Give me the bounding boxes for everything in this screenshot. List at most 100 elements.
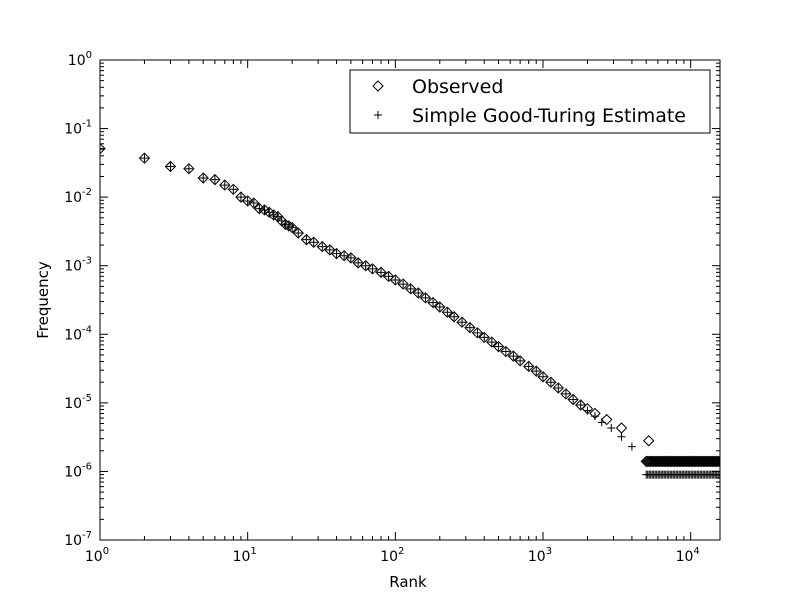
sgt-estimate-point [100,144,104,153]
observed-point [307,236,320,248]
legend-box [349,69,711,134]
observed-point [397,278,409,290]
observed-point [537,371,549,383]
observed-point [514,355,526,367]
y-tick-label-base: 10 [64,190,82,206]
y-tick-label-exp: -2 [82,187,92,198]
observed-point [338,249,350,262]
x-tick-label: 100 [85,546,109,565]
observed-point-tail [715,456,720,466]
sgt-estimate-point [429,298,438,307]
sgt-estimate-point [260,205,269,214]
y-tick-label-exp: -1 [82,119,92,130]
sgt-estimate-point [302,235,311,244]
y-tick-label: 10-7 [64,530,92,549]
sgt-estimate-point [210,175,219,184]
sgt-estimate-point [458,318,467,327]
sgt-estimate-point [538,372,547,381]
sgt-estimate-point [243,196,252,205]
observed-point [324,244,336,256]
y-tick-label: 10-2 [64,187,92,206]
observed-point [600,413,613,426]
sgt-estimate-point [443,308,452,317]
y-tick-label-base: 10 [64,259,82,275]
observed-point [375,266,387,279]
observed-point [227,183,240,196]
sgt-estimate-point [480,333,489,342]
sgt-estimate-point [140,154,149,163]
x-tick-label-base: 10 [676,549,694,565]
observed-point [404,283,417,295]
observed-point [345,252,357,264]
sgt-estimate-point [384,272,393,281]
sgt-estimate-point [249,199,258,208]
observed-point [545,376,557,388]
y-tick-label-exp: -5 [82,393,92,404]
sgt-estimate-point [325,245,334,254]
sgt-estimate-point [576,401,585,410]
x-tick-label-base: 10 [380,549,398,565]
observed-point [241,195,254,207]
x-axis-label: Rank [389,573,427,591]
observed-point [292,227,304,239]
sgt-estimate-point [501,347,510,356]
sgt-estimate-point [583,406,592,415]
sgt-estimate-point [494,342,503,351]
axis-tick-labels: 100 101 102 103 10410010-110-210-310-410-510… [64,50,700,565]
y-tick-label: 10-3 [64,256,92,275]
observed-point [522,360,535,373]
sgt-estimate-point [284,221,293,230]
sgt-estimate-point [354,258,363,267]
x-tick-label-exp: 2 [398,546,404,557]
y-tick-label-exp: -6 [82,461,92,472]
observed-point [427,296,439,309]
observed-point [492,340,505,353]
sgt-estimate-point [627,442,636,451]
legend: Observed Simple Good-Turing Estimate [349,69,711,134]
observed-point [235,191,247,203]
observed-point [478,331,490,344]
observed-point [316,240,328,253]
y-tick-label-base: 10 [64,396,82,412]
observed-point [500,345,512,358]
observed-point [389,274,402,286]
y-tick-label: 10-1 [64,119,92,138]
observed-point-tail [712,455,720,468]
observed-point [209,173,221,186]
sgt-estimate-point [487,338,496,347]
observed-point [138,152,151,164]
sgt-estimate-point [450,312,459,321]
sgt-estimate-point [524,362,533,371]
x-tick-label-exp: 4 [693,546,699,557]
sgt-estimate-point [220,181,229,190]
sgt-estimate-point [361,261,370,270]
plot-frame [99,59,721,541]
sgt-estimate-point [340,251,349,260]
legend-marker-diamond [372,80,384,92]
x-tick-label: 104 [676,546,700,565]
observed-point [100,142,106,155]
sgt-estimate-point [281,220,290,229]
axis-ticks [99,59,720,541]
sgt-estimate-point [532,367,541,376]
sgt-estimate-point [318,242,327,251]
y-tick-label: 10-4 [64,324,92,343]
observed-point-tail [711,455,720,468]
x-tick-label-exp: 1 [250,546,256,557]
x-tick-label: 101 [233,546,257,565]
sgt-estimate-point [569,395,578,404]
observed-point [486,336,498,348]
sgt-estimate-point [166,162,175,171]
sgt-estimate-point [269,210,278,219]
sgt-estimate-point [473,328,482,337]
y-tick-label: 10-5 [64,393,92,412]
legend-entry-label: Observed [412,76,503,98]
plot-background [100,60,720,540]
observed-point [567,393,579,406]
sgt-estimate-point [255,204,264,213]
y-tick-label: 10-6 [64,461,92,480]
sgt-estimate-point [265,208,274,217]
y-tick-label-base: 10 [64,122,82,138]
sgt-estimate-point [554,383,563,392]
y-tick-label-base: 10 [64,327,82,343]
